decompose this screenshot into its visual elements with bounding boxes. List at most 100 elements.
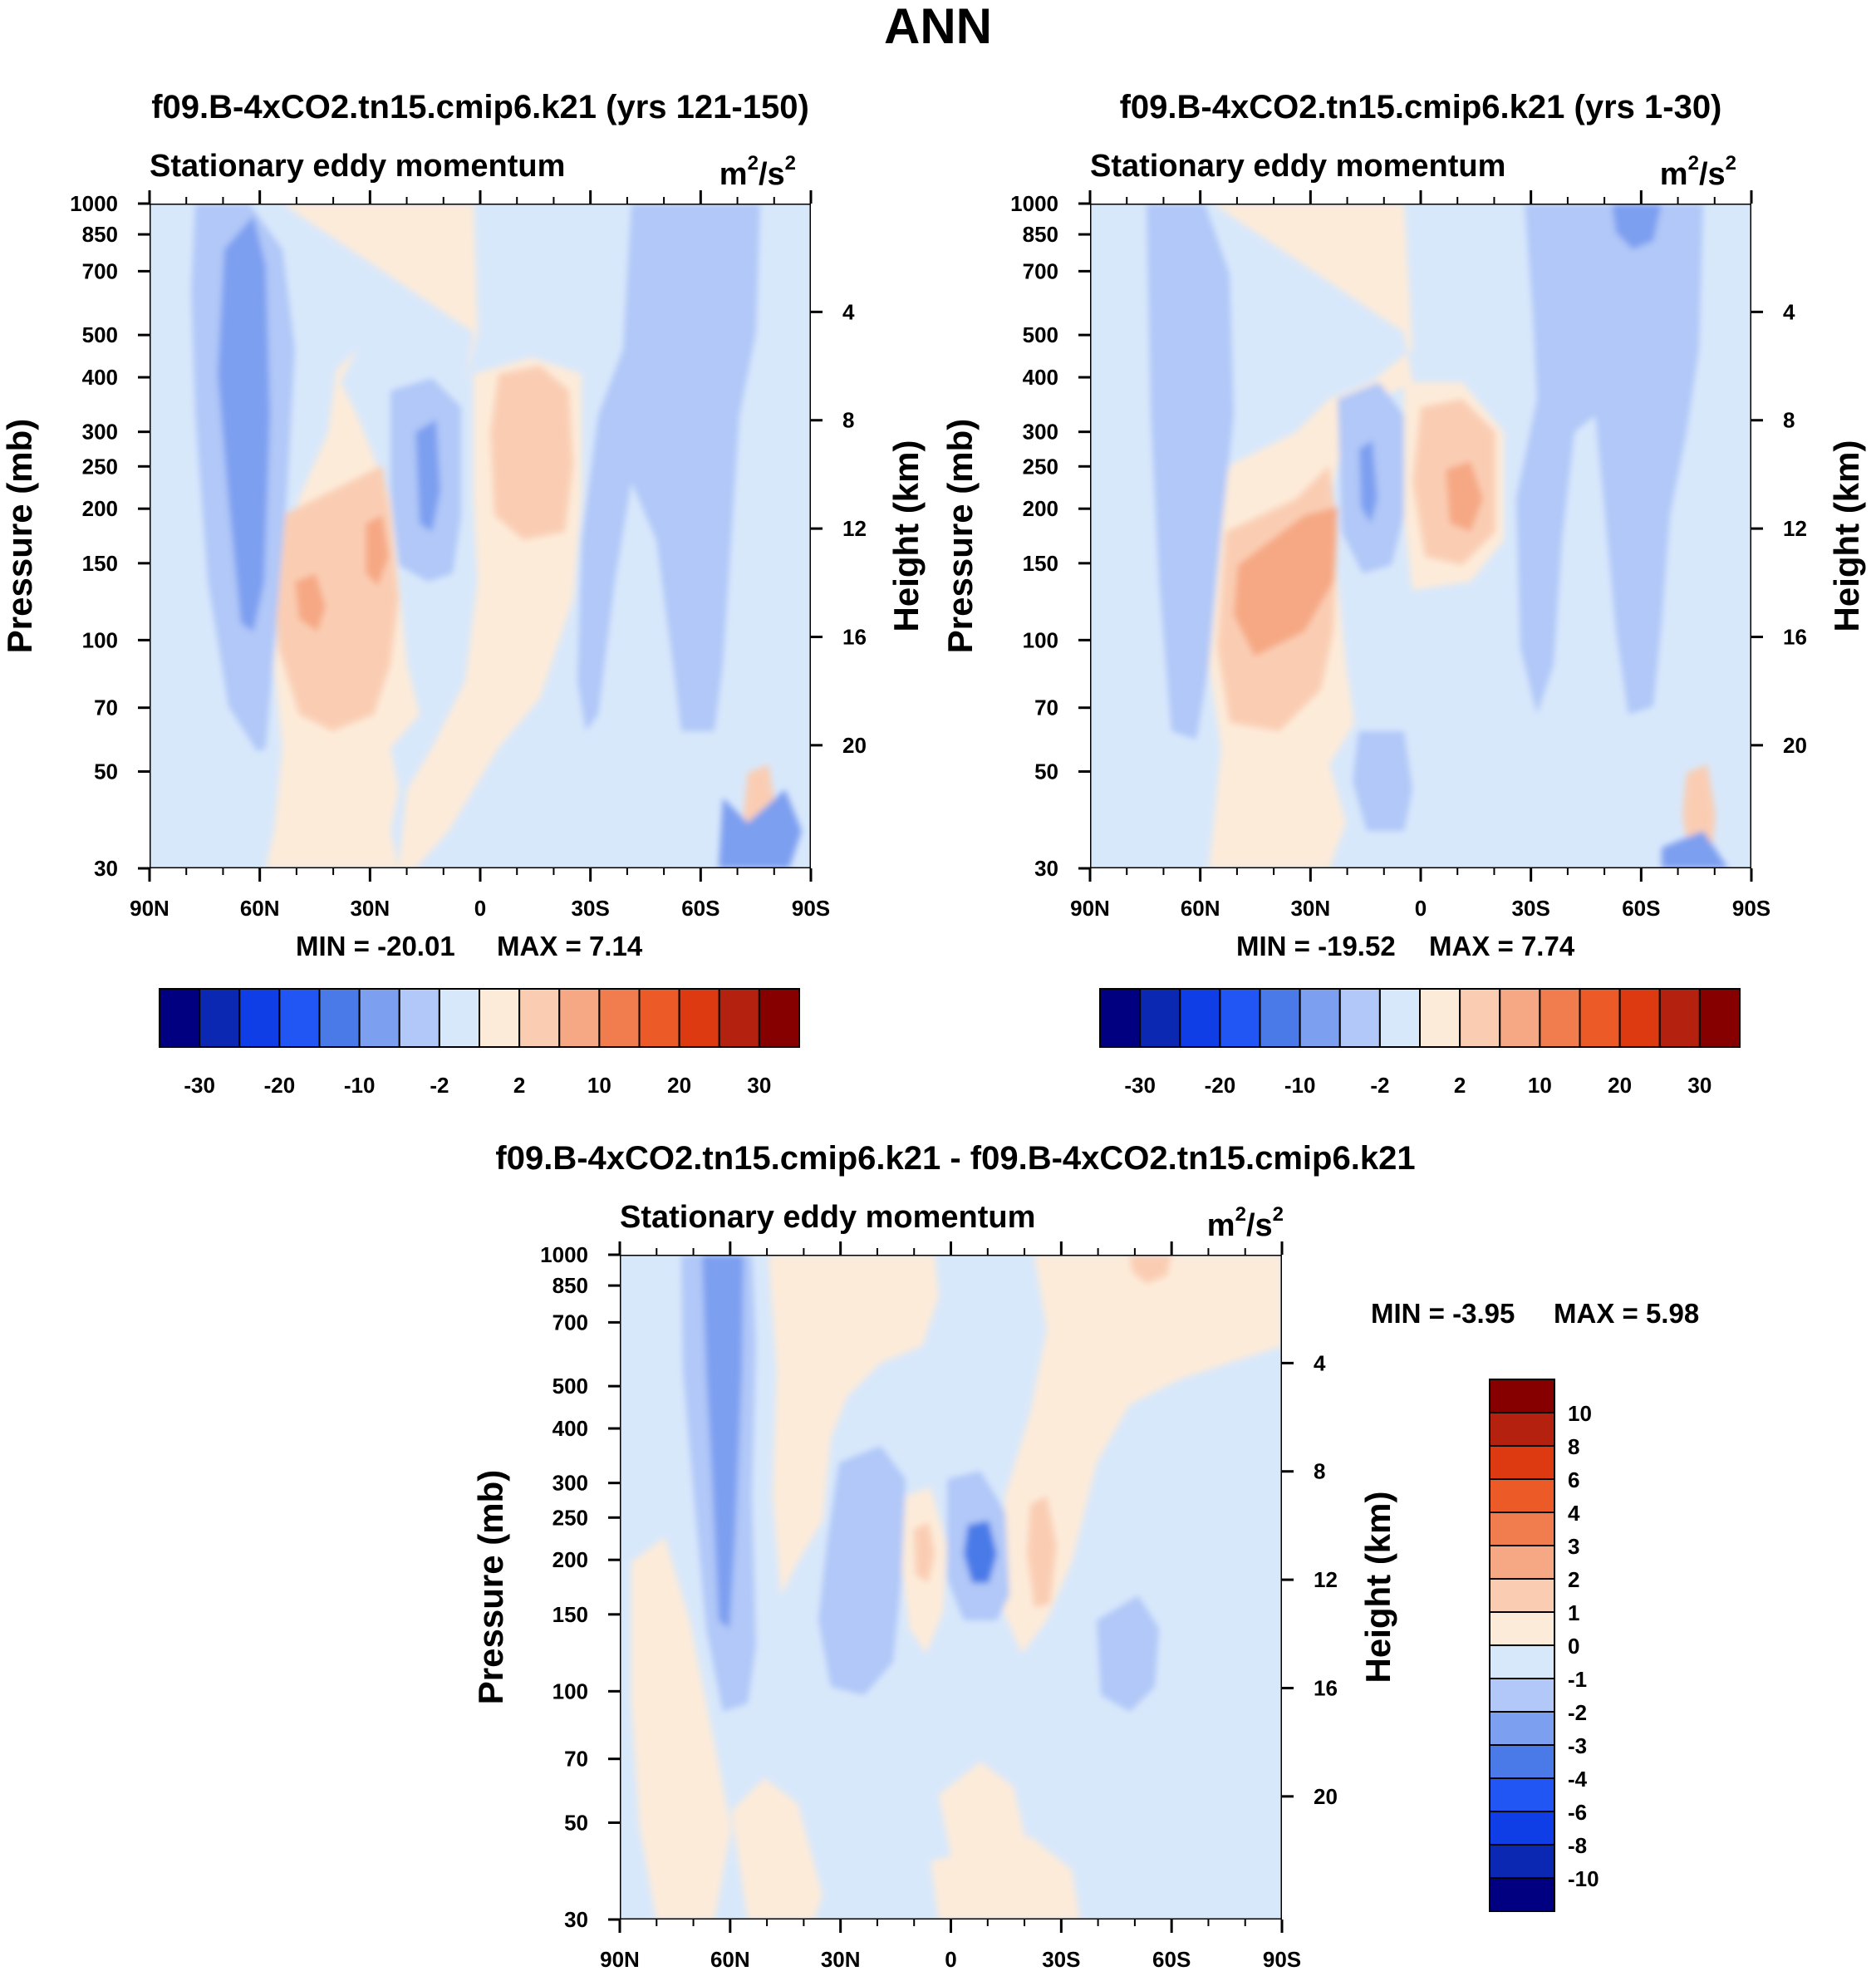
panel-top-right: f09.B-4xCO2.tn15.cmip6.k21 (yrs 1-30) St… [940,89,1866,1098]
y-tick-label: 70 [564,1747,588,1772]
units-label: m2/s2 [1660,152,1736,192]
colorbar-label: -20 [1205,1073,1236,1098]
colorbar-swatch [1489,1844,1555,1879]
colorbar-label: 0 [1568,1634,1579,1659]
contour-region-negative [1097,1595,1159,1712]
contour-region-positive [914,1522,935,1583]
colorbar-swatch [1489,1445,1555,1480]
colorbar-swatch [1299,988,1341,1048]
y-tick-label: 300 [1023,420,1058,445]
y-tick-label: 700 [552,1310,588,1335]
min-label: MIN = -19.52 [1236,931,1396,961]
x-tick-label: 60S [1622,896,1660,921]
max-label: MAX = 7.74 [1429,931,1575,961]
colorbar-label: -10 [344,1073,376,1098]
y-tick-label: 150 [82,551,118,576]
colorbar-swatch [518,988,561,1048]
colorbar-swatch [1489,1877,1555,1912]
colorbar-swatch [1499,988,1541,1048]
y-tick-label: 850 [552,1273,588,1298]
x-tick-label: 30N [1290,896,1330,921]
colorbar-label: 2 [1454,1073,1466,1098]
x-tick-label: 30S [1042,1947,1080,1972]
y2-axis-label: Height (km) [1827,440,1866,632]
colorbar-swatch [1338,988,1381,1048]
y-axis-pressure: 30 50 70 100 150 200 250 300 400 500 700 850 1000 Pr… [471,1242,620,1932]
y-tick-label: 30 [94,856,118,881]
colorbar-swatch [638,988,680,1048]
y-axis-pressure: 30 50 70 100 150 200 250 300 400 500 700 850 1000 Pr… [0,191,150,881]
y-tick-label: 30 [564,1907,588,1932]
colorbar-swatch [1419,988,1461,1048]
colorbar-label: 20 [667,1073,691,1098]
colorbar-label: 10 [1568,1401,1592,1426]
y-tick-label: 150 [1023,551,1058,576]
colorbar-swatch [1489,1412,1555,1447]
colorbar-label: -8 [1568,1833,1587,1858]
x-tick-label: 90N [130,896,169,921]
svg-text:m2/s2: m2/s2 [1207,1203,1284,1243]
colorbar: -30 -20 -10 -2 2 10 20 30 [1099,988,1741,1098]
y2-tick-label: 8 [1783,408,1795,433]
y-tick-label: 400 [552,1416,588,1441]
y2-axis-label: Height (km) [1358,1492,1397,1684]
y-axis-pressure: 30 50 70 100 150 200 250 300 400 500 700 850 1000 Pr… [940,191,1090,881]
y-tick-label: 200 [1023,496,1058,521]
colorbar-swatch [558,988,601,1048]
y-tick-label: 250 [552,1505,588,1530]
contour-region-positive [731,1778,823,1920]
colorbar-swatch [1489,1478,1555,1513]
colorbar-label: 30 [747,1073,771,1098]
contour-region-positive [631,1537,731,1920]
colorbar-swatch [398,988,440,1048]
contour-region-negative [1516,204,1703,715]
y-tick-label: 30 [1034,856,1058,881]
colorbar-swatch [278,988,321,1048]
colorbar-swatch [238,988,281,1048]
colorbar-label: -1 [1568,1667,1587,1692]
y-tick-label: 50 [94,759,118,784]
colorbar-label: 30 [1687,1073,1711,1098]
colorbar-swatch [678,988,720,1048]
contour-field [1090,204,1751,868]
contour-region-negative [964,1521,997,1583]
colorbar-swatch [318,988,361,1048]
x-tick-label: 30N [350,896,390,921]
colorbar-swatch [1378,988,1421,1048]
x-tick-label: 0 [945,1947,956,1972]
colorbar-swatch [1099,988,1142,1048]
y2-tick-label: 16 [1314,1675,1338,1700]
x-tick-label: 90S [792,896,830,921]
x-axis: 90N 60N 30N 0 30S 60S 90S [600,1241,1301,1972]
x-tick-label: 90S [1732,896,1770,921]
y-tick-label: 700 [1023,258,1058,283]
svg-text:m2/s2: m2/s2 [1660,152,1736,192]
y-axis-height: 20 16 12 8 4 Height (km) [811,299,926,758]
y2-tick-label: 16 [1783,624,1807,649]
colorbar-label: 1 [1568,1600,1579,1625]
y-tick-label: 200 [552,1547,588,1572]
y2-axis-label: Height (km) [886,440,926,632]
y2-tick-label: 20 [1314,1784,1338,1809]
y-axis-label: Pressure (mb) [471,1470,510,1704]
y-tick-label: 50 [564,1810,588,1835]
y2-tick-label: 16 [842,624,867,649]
colorbar-swatch [1219,988,1261,1048]
max-label: MAX = 7.14 [497,931,643,961]
panel-subtitle: Stationary eddy momentum [1090,149,1505,184]
x-tick-label: 30N [821,1947,861,1972]
panel-top-left: f09.B-4xCO2.tn15.cmip6.k21 (yrs 121-150)… [0,89,926,1098]
contour-region-positive [997,1255,1282,1654]
colorbar-label: 20 [1608,1073,1632,1098]
y-tick-label: 400 [82,365,118,390]
max-label: MAX = 5.98 [1554,1298,1699,1329]
colorbar-label: -4 [1568,1767,1588,1792]
colorbar-swatch [1489,1578,1555,1613]
x-tick-label: 30S [572,896,610,921]
colorbar-label: 2 [1568,1567,1579,1592]
contour-region-positive [490,366,573,540]
x-tick-label: 60N [1181,896,1220,921]
colorbar-label: -10 [1284,1073,1316,1098]
contour-region-negative [1662,831,1728,868]
